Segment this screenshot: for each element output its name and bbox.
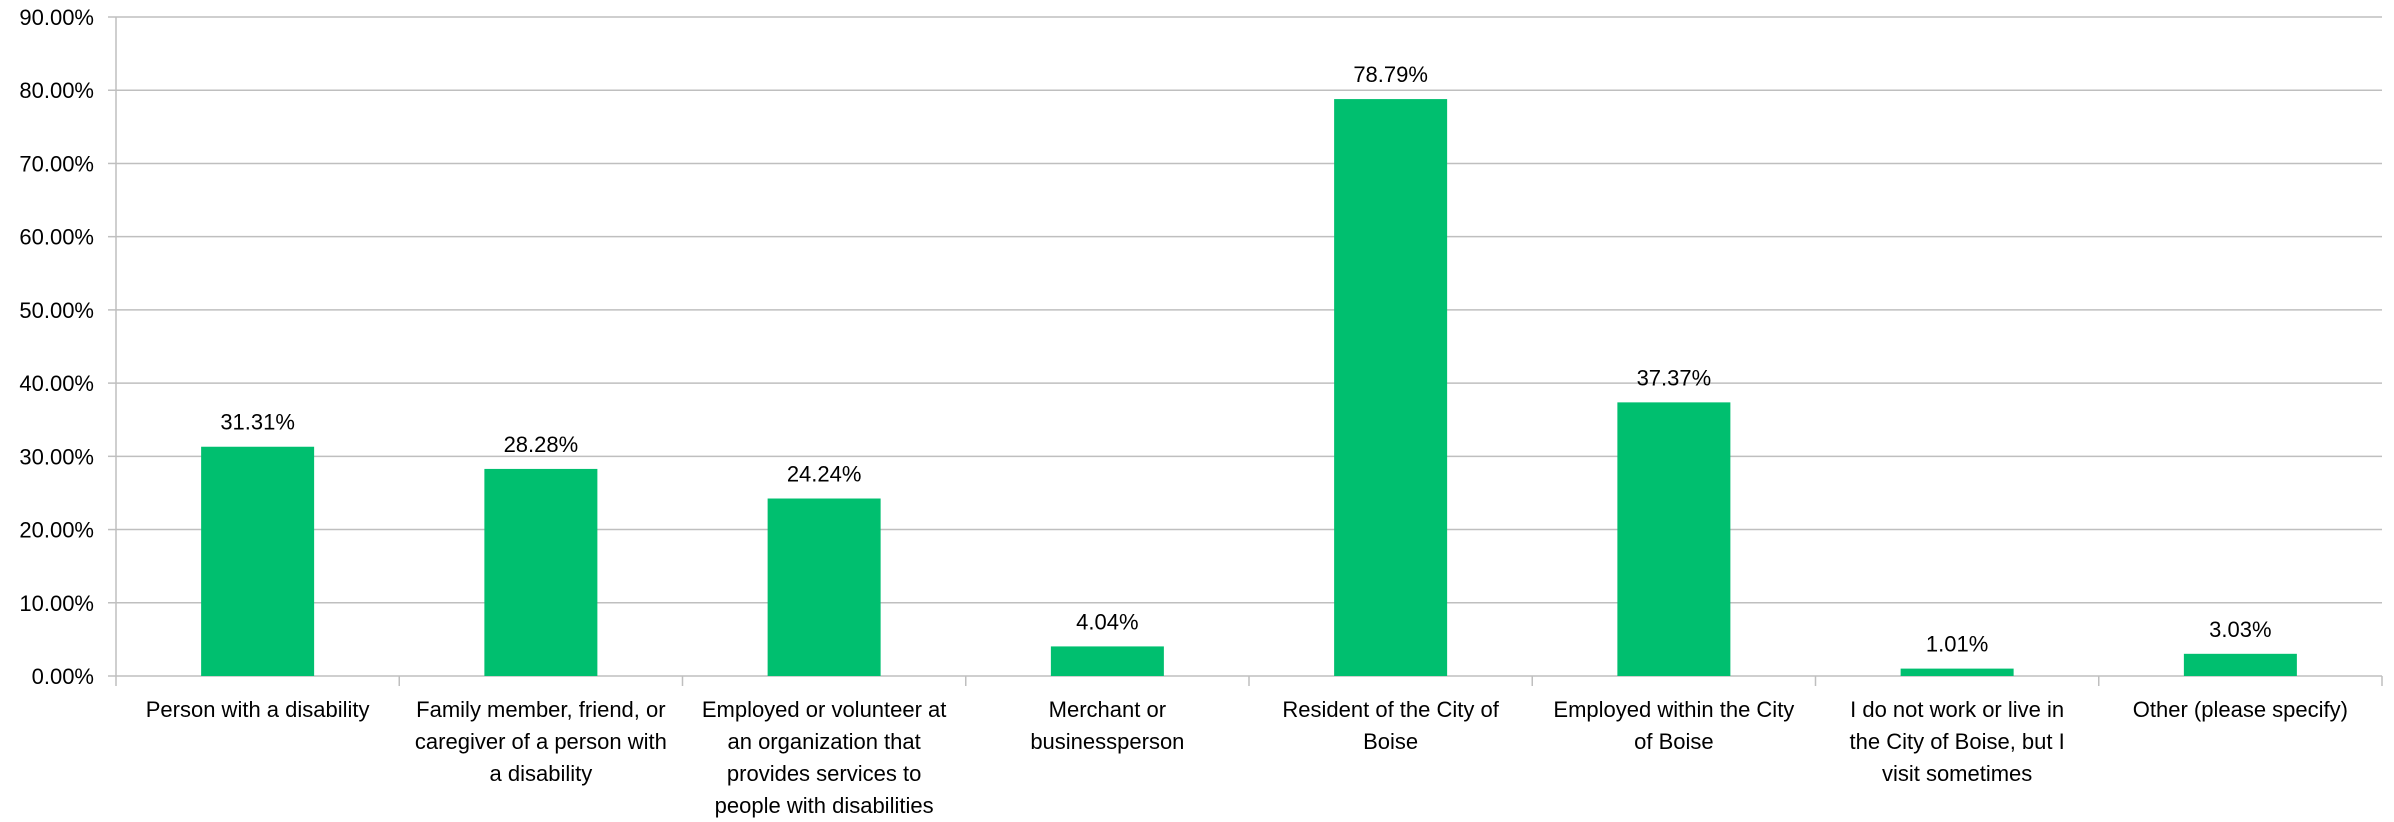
y-tick-label: 40.00% [19, 371, 94, 396]
category-label: Merchant or [1049, 697, 1166, 722]
category-label: visit sometimes [1882, 761, 2032, 786]
category-label: Family member, friend, or [416, 697, 665, 722]
x-axis-category-labels: Person with a disability Family member, f… [146, 697, 2348, 818]
category-label: provides services to [727, 761, 921, 786]
bar [2183, 653, 2297, 676]
category-label: Resident of the City of [1282, 697, 1499, 722]
data-labels: 31.31% 28.28% 24.24% 4.04% 78.79% 37.37% 1.01%… [220, 62, 2271, 657]
y-tick-label: 90.00% [19, 5, 94, 30]
category-label: Employed or volunteer at [702, 697, 947, 722]
data-label: 31.31% [220, 410, 295, 435]
y-tick-label: 80.00% [19, 78, 94, 103]
gridlines [116, 16, 2382, 604]
y-tick-label: 50.00% [19, 298, 94, 323]
y-axis-tick-labels: 0.00% 10.00% 20.00% 30.00% 40.00% 50.00% 60.00… [19, 5, 94, 689]
category-label: Employed within the City [1553, 697, 1794, 722]
category-label: of Boise [1634, 729, 1714, 754]
y-tick-label: 0.00% [32, 664, 94, 689]
y-tick-label: 60.00% [19, 225, 94, 250]
data-label: 24.24% [787, 462, 862, 487]
bars [201, 99, 2297, 677]
bar [1617, 402, 1731, 676]
y-tick-label: 10.00% [19, 591, 94, 616]
bar [767, 498, 881, 676]
category-label: people with disabilities [715, 793, 934, 818]
category-label: the City of Boise, but I [1850, 729, 2065, 754]
y-tick-label: 20.00% [19, 518, 94, 543]
data-label: 4.04% [1076, 609, 1138, 634]
bar [1334, 99, 1448, 677]
category-label: businessperson [1030, 729, 1184, 754]
category-label: Person with a disability [146, 697, 370, 722]
category-label: Boise [1363, 729, 1418, 754]
axes [108, 16, 2383, 686]
data-label: 1.01% [1926, 632, 1988, 657]
data-label: 28.28% [504, 432, 579, 457]
y-tick-label: 70.00% [19, 151, 94, 176]
data-label: 78.79% [1353, 62, 1428, 87]
data-label: 37.37% [1637, 365, 1712, 390]
category-label: Other (please specify) [2133, 697, 2348, 722]
bar [1050, 646, 1164, 676]
bar [1900, 668, 2014, 676]
bar [484, 468, 598, 676]
category-label: a disability [490, 761, 593, 786]
data-label: 3.03% [2209, 617, 2271, 642]
bar [201, 446, 315, 676]
category-label: an organization that [727, 729, 920, 754]
category-label: I do not work or live in [1850, 697, 2064, 722]
y-tick-label: 30.00% [19, 444, 94, 469]
category-label: caregiver of a person with [415, 729, 667, 754]
